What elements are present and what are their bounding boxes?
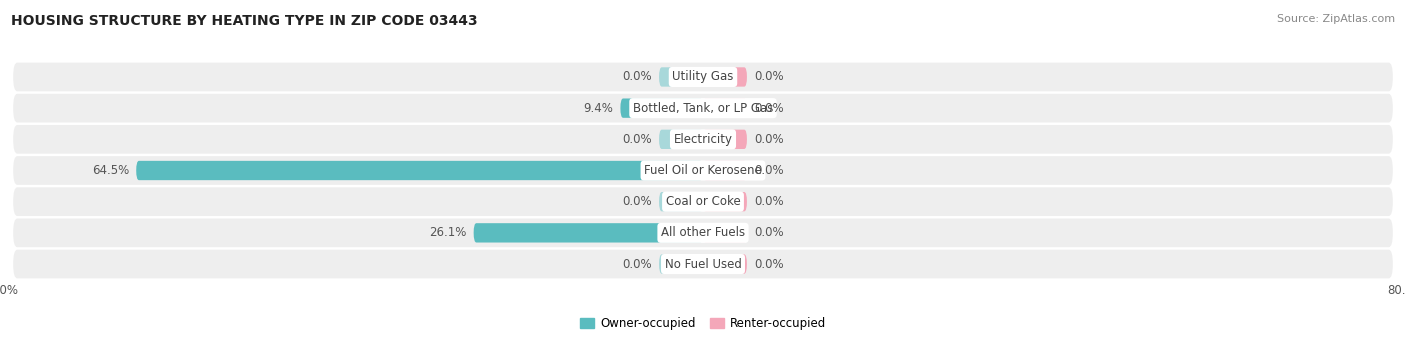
FancyBboxPatch shape bbox=[703, 130, 747, 149]
Text: HOUSING STRUCTURE BY HEATING TYPE IN ZIP CODE 03443: HOUSING STRUCTURE BY HEATING TYPE IN ZIP… bbox=[11, 14, 478, 28]
Text: 0.0%: 0.0% bbox=[754, 102, 783, 115]
Text: Electricity: Electricity bbox=[673, 133, 733, 146]
Legend: Owner-occupied, Renter-occupied: Owner-occupied, Renter-occupied bbox=[575, 312, 831, 335]
Text: All other Fuels: All other Fuels bbox=[661, 226, 745, 239]
FancyBboxPatch shape bbox=[13, 63, 1393, 91]
FancyBboxPatch shape bbox=[659, 192, 703, 211]
Text: No Fuel Used: No Fuel Used bbox=[665, 257, 741, 270]
Text: Fuel Oil or Kerosene: Fuel Oil or Kerosene bbox=[644, 164, 762, 177]
FancyBboxPatch shape bbox=[13, 219, 1393, 247]
Text: 0.0%: 0.0% bbox=[623, 71, 652, 84]
Text: 0.0%: 0.0% bbox=[754, 133, 783, 146]
FancyBboxPatch shape bbox=[703, 223, 747, 242]
Text: Utility Gas: Utility Gas bbox=[672, 71, 734, 84]
FancyBboxPatch shape bbox=[474, 223, 703, 242]
FancyBboxPatch shape bbox=[13, 156, 1393, 185]
FancyBboxPatch shape bbox=[136, 161, 703, 180]
FancyBboxPatch shape bbox=[703, 99, 747, 118]
Text: 0.0%: 0.0% bbox=[754, 164, 783, 177]
FancyBboxPatch shape bbox=[703, 254, 747, 274]
Text: Source: ZipAtlas.com: Source: ZipAtlas.com bbox=[1277, 14, 1395, 24]
FancyBboxPatch shape bbox=[13, 94, 1393, 122]
FancyBboxPatch shape bbox=[659, 130, 703, 149]
Text: Coal or Coke: Coal or Coke bbox=[665, 195, 741, 208]
Text: 0.0%: 0.0% bbox=[623, 195, 652, 208]
Text: 0.0%: 0.0% bbox=[623, 133, 652, 146]
Text: 64.5%: 64.5% bbox=[91, 164, 129, 177]
FancyBboxPatch shape bbox=[13, 187, 1393, 216]
FancyBboxPatch shape bbox=[659, 254, 703, 274]
FancyBboxPatch shape bbox=[659, 67, 703, 87]
FancyBboxPatch shape bbox=[13, 250, 1393, 278]
Text: Bottled, Tank, or LP Gas: Bottled, Tank, or LP Gas bbox=[633, 102, 773, 115]
Text: 0.0%: 0.0% bbox=[754, 226, 783, 239]
Text: 0.0%: 0.0% bbox=[754, 257, 783, 270]
FancyBboxPatch shape bbox=[703, 192, 747, 211]
Text: 0.0%: 0.0% bbox=[754, 71, 783, 84]
Text: 0.0%: 0.0% bbox=[623, 257, 652, 270]
FancyBboxPatch shape bbox=[703, 161, 747, 180]
Text: 9.4%: 9.4% bbox=[583, 102, 613, 115]
FancyBboxPatch shape bbox=[620, 99, 703, 118]
Text: 0.0%: 0.0% bbox=[754, 195, 783, 208]
FancyBboxPatch shape bbox=[13, 125, 1393, 154]
FancyBboxPatch shape bbox=[703, 67, 747, 87]
Text: 26.1%: 26.1% bbox=[429, 226, 467, 239]
